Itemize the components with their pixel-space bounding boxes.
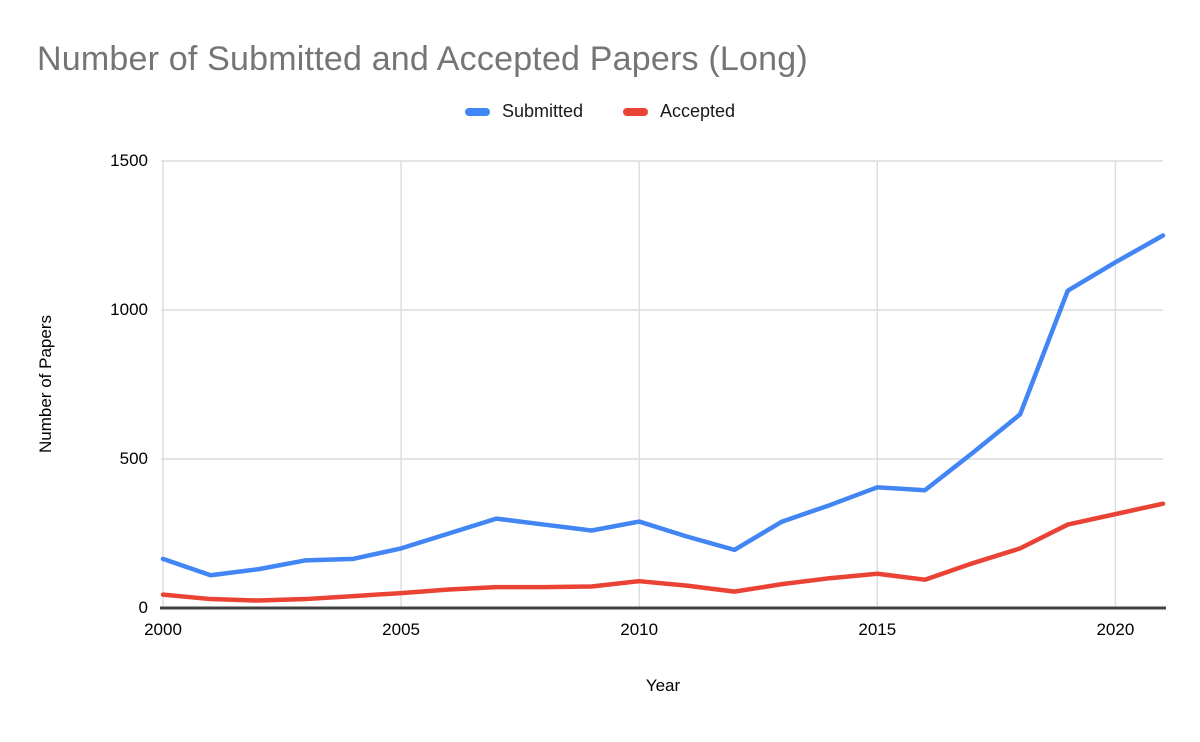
- y-tick-label: 1500: [110, 151, 148, 170]
- legend-swatch-accepted-icon: [622, 107, 648, 116]
- y-tick-label: 1000: [110, 300, 148, 319]
- y-tick-label: 500: [119, 449, 148, 468]
- series-line-submitted[interactable]: [160, 233, 1166, 578]
- chart-title: Number of Submitted and Accepted Papers …: [37, 40, 808, 78]
- legend-label-accepted: Accepted: [659, 101, 736, 121]
- x-axis-title: Year: [645, 676, 681, 695]
- x-tick-label: 2020: [1096, 620, 1135, 639]
- y-axis-title: Number of Papers: [36, 315, 55, 453]
- legend-item-submitted[interactable]: Submitted: [464, 101, 583, 122]
- y-tick-label: 0: [138, 598, 148, 617]
- series-line-accepted[interactable]: [160, 501, 1166, 603]
- legend-swatch-submitted-icon: [464, 107, 490, 116]
- x-tick-label: 2000: [144, 620, 182, 639]
- chart-legend: Submitted Accepted: [0, 101, 1200, 122]
- x-tick-label: 2005: [382, 620, 420, 639]
- legend-label-submitted: Submitted: [501, 101, 583, 121]
- x-tick-label: 2015: [858, 620, 897, 639]
- x-tick-label: 2010: [620, 620, 659, 639]
- legend-item-accepted[interactable]: Accepted: [622, 101, 736, 122]
